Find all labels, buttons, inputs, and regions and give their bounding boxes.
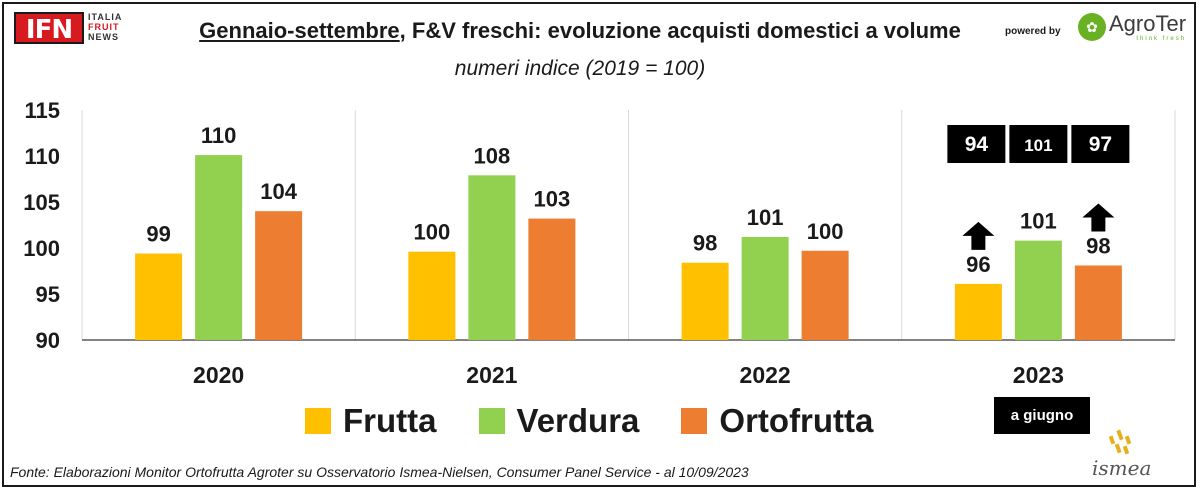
- agroter-leaf-icon: ✿: [1078, 13, 1106, 41]
- data-label: 99: [146, 222, 170, 247]
- data-label: 101: [1020, 209, 1057, 234]
- agroter-name: AgroTer: [1109, 11, 1187, 36]
- bar-frutta-2021: [408, 251, 456, 340]
- bar-ortofrutta-2021: [528, 218, 576, 340]
- data-label: 103: [534, 187, 571, 212]
- legend-item-ortofrutta: Ortofrutta: [681, 402, 873, 440]
- ifn-logo-mark: IFN: [14, 12, 84, 45]
- bar-verdura-2023: [1014, 240, 1062, 340]
- bar-verdura-2022: [741, 236, 789, 340]
- legend-item-verdura: Verdura: [478, 402, 640, 440]
- legend-swatch-verdura: [478, 408, 505, 434]
- ifn-logo: IFN ITALIA FRUIT NEWS: [14, 12, 122, 48]
- legend-label-ortofrutta: Ortofrutta: [719, 402, 874, 439]
- ismea-logo-text: ismea: [1092, 456, 1152, 480]
- data-label: 100: [807, 219, 844, 244]
- bar-ortofrutta-2020: [255, 211, 303, 340]
- legend-swatch-frutta: [305, 408, 331, 434]
- data-label: 98: [1086, 233, 1110, 258]
- ifn-logo-line1: ITALIA: [88, 12, 123, 22]
- agroter-tagline: think fresh: [1136, 36, 1187, 42]
- arrow-up-icon: [1082, 203, 1115, 232]
- x-tick-label: 2022: [740, 362, 791, 388]
- bar-verdura-2020: [195, 155, 243, 340]
- data-label: 98: [693, 231, 717, 256]
- y-tick-label: 105: [23, 190, 60, 215]
- bar-frutta-2020: [135, 253, 183, 340]
- chart-title: Gennaio-settembre, F&V freschi: evoluzio…: [170, 18, 990, 44]
- ismea-logo-mark: [1108, 429, 1132, 455]
- annotation-box-label: 94: [965, 133, 989, 156]
- source-note: Fonte: Elaborazioni Monitor Ortofrutta A…: [10, 464, 749, 480]
- y-tick-label: 90: [36, 328, 60, 353]
- bar-verdura-2021: [468, 175, 516, 340]
- x-tick-label: 2021: [466, 362, 517, 388]
- data-label: 104: [260, 179, 297, 204]
- x-tick-label: 2020: [193, 362, 244, 388]
- chart-title-underlined: Gennaio-settembre: [199, 18, 400, 43]
- bar-ortofrutta-2023: [1074, 265, 1122, 340]
- ifn-logo-line3: NEWS: [88, 32, 119, 42]
- y-tick-label: 115: [25, 98, 61, 123]
- a-giugno-note: a giugno: [994, 397, 1090, 434]
- annotation-box: [1071, 125, 1130, 163]
- y-tick-label: 110: [25, 144, 61, 169]
- data-label: 108: [474, 143, 511, 168]
- y-tick-label: 100: [23, 236, 60, 261]
- y-tick-label: 95: [36, 282, 60, 307]
- legend-label-frutta: Frutta: [343, 402, 437, 439]
- chart-title-rest: , F&V freschi: evoluzione acquisti domes…: [399, 18, 961, 43]
- chart-subtitle: numeri indice (2019 = 100): [454, 57, 706, 80]
- legend: Frutta Verdura Ortofrutta: [305, 402, 915, 440]
- annotation-box: [947, 125, 1006, 163]
- data-label: 101: [747, 205, 784, 230]
- bar-frutta-2022: [681, 262, 729, 340]
- powered-by-label: powered by: [1005, 26, 1061, 37]
- arrow-up-icon: [962, 221, 995, 250]
- legend-swatch-ortofrutta: [681, 408, 708, 434]
- data-label: 100: [414, 220, 451, 245]
- bar-ortofrutta-2022: [801, 250, 849, 340]
- ifn-logo-line2: FRUIT: [88, 22, 120, 32]
- x-tick-label: 2023: [1013, 362, 1064, 388]
- data-label: 96: [966, 252, 990, 277]
- bar-frutta-2023: [954, 283, 1002, 340]
- annotation-box-label: 97: [1089, 133, 1112, 156]
- legend-label-verdura: Verdura: [516, 402, 640, 439]
- agroter-logo: ✿ AgroTer think fresh: [1078, 12, 1186, 42]
- annotation-box-label: 101: [1024, 136, 1052, 155]
- ifn-logo-words: ITALIA FRUIT NEWS: [88, 12, 122, 42]
- ismea-logo: ismea: [1092, 426, 1192, 482]
- annotation-box: [1009, 125, 1068, 163]
- legend-item-frutta: Frutta: [305, 402, 437, 440]
- data-label: 110: [201, 123, 237, 148]
